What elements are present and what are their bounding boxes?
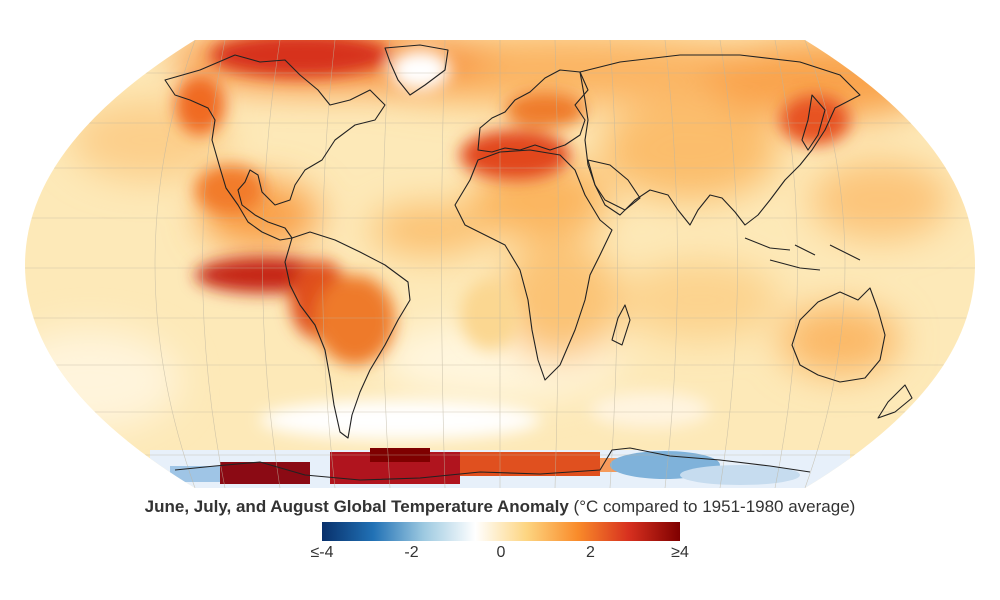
temperature-anomaly-map xyxy=(25,40,975,488)
south-america-hotspot xyxy=(315,275,395,365)
greenland-coast xyxy=(384,44,449,96)
graticule xyxy=(25,40,975,488)
map-title: June, July, and August Global Temperatur… xyxy=(144,497,569,516)
colorbar xyxy=(322,522,680,541)
new-zealand-coast xyxy=(877,384,913,419)
japan-hotspot xyxy=(780,95,850,145)
colorbar-tick-3: 2 xyxy=(586,544,595,561)
map-caption: June, July, and August Global Temperatur… xyxy=(0,497,1000,517)
mediterranean-hotspot xyxy=(460,130,570,180)
map-subtitle: (°C compared to 1951-1980 average) xyxy=(573,497,856,516)
colorbar-tick-4: ≥4 xyxy=(671,544,689,561)
south-america-coast xyxy=(284,231,411,439)
australia-coast xyxy=(791,287,886,383)
north-america-coast xyxy=(164,54,386,241)
madagascar-coast xyxy=(611,304,631,346)
colorbar-tick-0: ≤-4 xyxy=(310,544,334,561)
africa-coast xyxy=(454,149,613,381)
japan-coast xyxy=(801,94,826,151)
antarctica-coast xyxy=(174,447,811,481)
colorbar-tick-2: 0 xyxy=(496,544,506,561)
colorbar-gradient xyxy=(322,522,680,541)
arabia-coast xyxy=(587,159,641,211)
north-atlantic-hotspot xyxy=(210,40,390,77)
coastlines xyxy=(164,44,913,481)
colorbar-tick-1: -2 xyxy=(404,544,419,561)
europe-coast xyxy=(477,69,589,153)
